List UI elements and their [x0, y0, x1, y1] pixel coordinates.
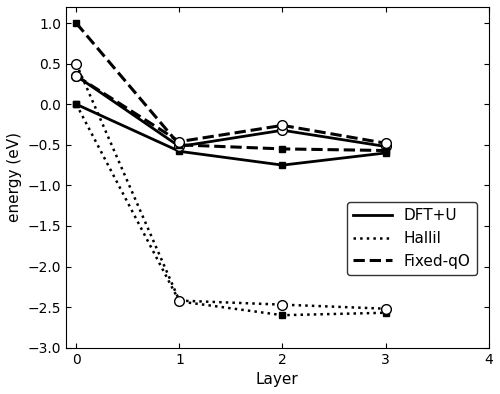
DFT+U: [382, 151, 388, 155]
Fixed-qO: [176, 143, 182, 147]
Hallil: [74, 102, 80, 107]
Line: DFT+U: DFT+U: [73, 101, 389, 169]
Fixed-qO: [74, 21, 80, 26]
DFT+U: [176, 149, 182, 154]
Fixed-qO: [382, 148, 388, 153]
Line: Hallil: Hallil: [73, 101, 389, 319]
X-axis label: Layer: Layer: [256, 372, 298, 387]
Hallil: [382, 310, 388, 315]
Legend: DFT+U, Hallil, Fixed-qO: DFT+U, Hallil, Fixed-qO: [348, 203, 477, 275]
DFT+U: [74, 102, 80, 107]
Y-axis label: energy (eV): energy (eV): [7, 132, 22, 222]
Line: Fixed-qO: Fixed-qO: [73, 20, 389, 154]
Hallil: [280, 313, 285, 318]
DFT+U: [280, 163, 285, 167]
Hallil: [176, 299, 182, 304]
Fixed-qO: [280, 147, 285, 151]
